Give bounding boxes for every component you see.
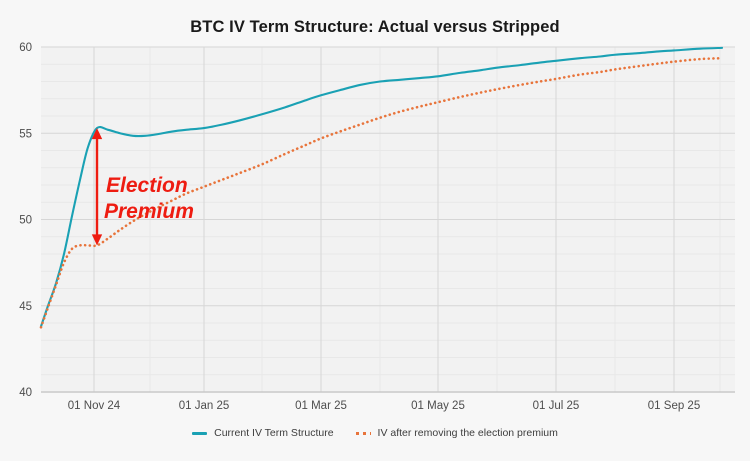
legend-item-label: IV after removing the election premium [377, 427, 558, 439]
y-axis-tick-label: 45 [19, 301, 32, 313]
x-axis-tick-label: 01 May 25 [411, 400, 465, 412]
legend-item-current-iv[interactable]: Current IV Term Structure [192, 427, 334, 439]
y-axis-tick-label: 55 [19, 128, 32, 140]
chart-legend: Current IV Term Structure IV after remov… [0, 427, 750, 439]
legend-item-stripped-iv[interactable]: IV after removing the election premium [355, 427, 558, 439]
legend-item-label: Current IV Term Structure [214, 427, 334, 439]
series-line-stripped-iv [39, 56, 724, 329]
chart-annotations: Election Premium [91, 128, 194, 246]
annotation-label-line1: Election [106, 174, 188, 197]
y-axis-tick-label: 60 [19, 42, 32, 54]
dotted-line-marker-icon [355, 431, 371, 435]
solid-line-marker-icon [192, 431, 208, 435]
x-axis-tick-label: 01 Nov 24 [68, 400, 121, 412]
x-axis-tick-label: 01 Sep 25 [648, 400, 700, 412]
y-axis-tick-label: 50 [19, 215, 32, 227]
data-series [39, 46, 724, 329]
series-line-current-iv [39, 46, 724, 328]
minor-gridlines [41, 47, 735, 392]
x-axis-tick-label: 01 Jan 25 [179, 400, 230, 412]
annotation-arrowhead-down [91, 234, 103, 246]
x-axis-tick-labels: 01 Nov 24 01 Jan 25 01 Mar 25 01 May 25 01 J… [68, 400, 700, 412]
annotation-arrowhead-up [91, 128, 103, 140]
page-title: BTC IV Term Structure: Actual versus Str… [190, 18, 560, 36]
x-axis-tick-label: 01 Mar 25 [295, 400, 347, 412]
y-axis-tick-label: 40 [19, 387, 32, 399]
x-axis-tick-label: 01 Jul 25 [533, 400, 580, 412]
y-axis-tick-labels: 40 45 50 55 60 [19, 42, 32, 399]
annotation-label-line2: Premium [104, 200, 194, 223]
